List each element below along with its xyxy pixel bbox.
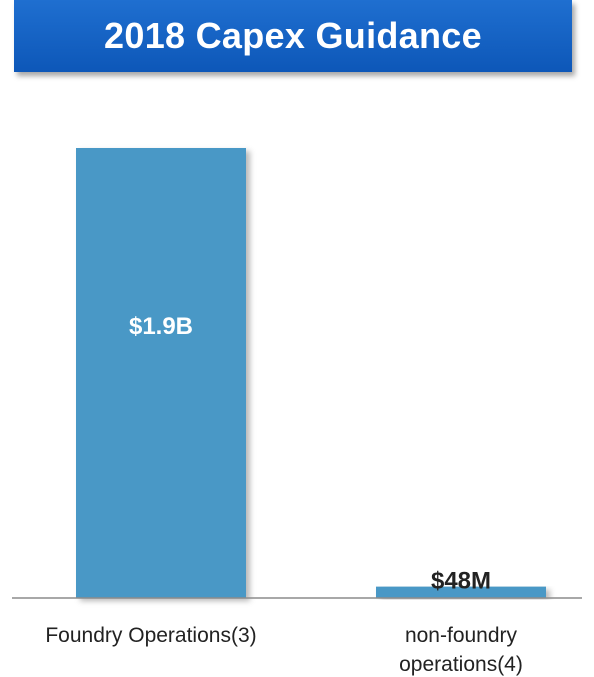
category-label-line: operations(4) xyxy=(399,653,523,676)
data-label-1: $48M xyxy=(431,568,491,595)
bars-group xyxy=(76,148,546,598)
category-label-line: Foundry Operations(3) xyxy=(45,624,256,647)
category-label-line: non-foundry xyxy=(405,624,518,647)
bar-1 xyxy=(376,586,546,598)
labels-group: $1.9B Foundry Operations(3) $48M non-foundr… xyxy=(45,313,523,676)
title-banner: 2018 Capex Guidance xyxy=(14,0,572,72)
category-label-0: Foundry Operations(3) xyxy=(45,624,256,647)
category-label-1: non-foundry operations(4) xyxy=(399,624,523,676)
data-label-0: $1.9B xyxy=(129,313,193,340)
bar-0 xyxy=(76,148,246,598)
page-title: 2018 Capex Guidance xyxy=(104,15,482,56)
